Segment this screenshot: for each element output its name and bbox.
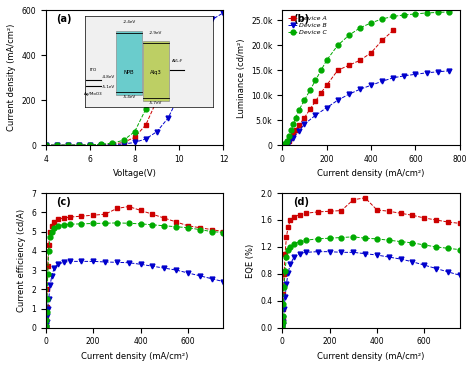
Y-axis label: Current efficiency (cd/A): Current efficiency (cd/A) xyxy=(17,209,26,312)
X-axis label: Current density (mA/cm²): Current density (mA/cm²) xyxy=(317,352,425,361)
Legend: Device A, Device B, Device C: Device A, Device B, Device C xyxy=(285,14,329,37)
X-axis label: Current density (mA/cm²): Current density (mA/cm²) xyxy=(317,169,425,178)
Y-axis label: Current density (mA/cm²): Current density (mA/cm²) xyxy=(7,24,16,131)
Y-axis label: EQE (%): EQE (%) xyxy=(246,243,255,277)
Text: (d): (d) xyxy=(293,197,309,207)
X-axis label: Current density (mA/cm²): Current density (mA/cm²) xyxy=(81,352,188,361)
Text: (c): (c) xyxy=(56,197,71,207)
X-axis label: Voltage(V): Voltage(V) xyxy=(113,169,156,178)
Text: (a): (a) xyxy=(56,14,72,25)
Y-axis label: Luminance (cd/m²): Luminance (cd/m²) xyxy=(237,38,246,117)
Text: (b): (b) xyxy=(293,14,309,25)
